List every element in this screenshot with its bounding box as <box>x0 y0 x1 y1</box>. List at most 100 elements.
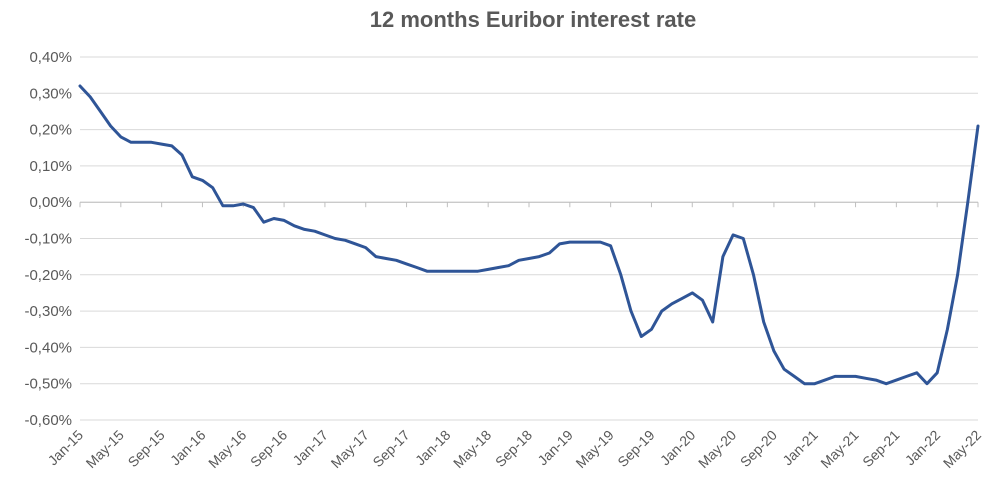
data-point <box>640 335 643 338</box>
data-point <box>456 270 459 273</box>
x-axis <box>79 201 979 208</box>
data-point <box>762 321 765 323</box>
data-point <box>599 241 602 243</box>
data-point <box>120 136 122 138</box>
x-tick-label: May-22 <box>940 427 984 471</box>
data-point <box>150 141 153 144</box>
data-point <box>354 243 357 245</box>
x-tick-label: May-19 <box>572 427 616 471</box>
data-point <box>181 154 183 156</box>
data-point <box>946 328 949 331</box>
data-point <box>936 372 938 374</box>
x-tick-label: Sep-16 <box>247 427 290 470</box>
data-point <box>956 274 959 276</box>
y-tick-label: 0,30% <box>29 85 72 102</box>
data-point <box>885 382 887 385</box>
data-point <box>160 143 163 145</box>
data-point <box>99 110 102 113</box>
y-tick-label: 0,20% <box>29 122 72 139</box>
data-point <box>650 328 653 331</box>
data-point <box>977 125 979 127</box>
x-tick-label: Jan-16 <box>167 427 209 469</box>
data-point <box>467 270 469 273</box>
data-point <box>262 221 265 223</box>
x-tick-label: May-16 <box>205 427 249 471</box>
y-tick-label: -0,20% <box>24 267 72 284</box>
x-tick-label: Sep-17 <box>369 427 412 470</box>
x-tick-label: May-21 <box>817 427 861 471</box>
data-point <box>558 243 561 245</box>
data-point <box>701 299 704 302</box>
data-point <box>283 219 285 222</box>
data-point <box>405 263 408 265</box>
data-point <box>109 125 112 127</box>
data-point <box>660 310 663 312</box>
data-point <box>671 303 673 305</box>
data-point <box>824 379 826 381</box>
data-point <box>201 179 204 182</box>
data-point <box>89 96 91 98</box>
y-tick-label: 0,40% <box>29 49 72 66</box>
x-tick-label: Jan-15 <box>45 427 87 469</box>
data-point <box>722 255 724 258</box>
series-group <box>78 84 980 386</box>
y-axis-ticks: 0,40% 0,30% 0,20% 0,10% 0,00% -0,10% -0,20% -0,… <box>24 49 72 429</box>
x-tick-label: May-18 <box>450 427 494 471</box>
data-point <box>375 255 377 258</box>
data-point <box>518 259 520 262</box>
euribor-series-line <box>78 84 980 386</box>
data-point <box>313 230 316 232</box>
data-point <box>895 379 898 381</box>
chart-title: 12 months Euribor interest rate <box>370 7 696 32</box>
y-tick-label: -0,50% <box>24 376 72 393</box>
data-point <box>364 246 367 249</box>
data-point <box>834 375 836 378</box>
data-point <box>691 292 694 294</box>
data-point <box>854 375 857 378</box>
data-point <box>620 274 622 276</box>
x-tick-label: Sep-21 <box>859 427 902 470</box>
x-tick-label: May-15 <box>83 427 127 471</box>
data-point <box>569 241 571 243</box>
data-point <box>130 141 132 144</box>
data-point <box>875 379 877 381</box>
data-point <box>211 186 214 189</box>
data-point <box>242 203 245 205</box>
data-point <box>548 252 551 254</box>
data-point <box>609 245 612 247</box>
data-point <box>905 375 908 378</box>
x-tick-label: May-17 <box>328 427 372 471</box>
y-tick-label: -0,10% <box>24 231 72 248</box>
data-point <box>967 201 969 203</box>
data-point <box>844 375 847 378</box>
data-point <box>252 206 255 209</box>
data-point <box>865 377 867 380</box>
x-tick-label: Jan-21 <box>779 427 821 469</box>
data-point <box>803 382 806 385</box>
data-point <box>426 270 428 273</box>
x-tick-label: Sep-20 <box>737 427 780 470</box>
x-tick-label: Sep-15 <box>125 427 168 470</box>
x-tick-label: Jan-17 <box>289 427 331 469</box>
data-point <box>293 225 296 227</box>
data-point <box>487 268 490 271</box>
data-point <box>589 241 591 243</box>
data-point <box>416 266 418 269</box>
x-tick-label: Jan-20 <box>657 427 699 469</box>
data-point <box>344 239 347 242</box>
data-point <box>79 85 81 87</box>
x-tick-label: May-20 <box>695 427 739 471</box>
data-point <box>446 270 449 273</box>
data-point <box>732 234 734 236</box>
x-tick-label: Jan-19 <box>534 427 576 469</box>
y-tick-label: -0,30% <box>24 303 72 320</box>
data-point <box>711 321 714 323</box>
data-point <box>538 255 540 258</box>
data-point <box>579 241 581 243</box>
data-point <box>507 264 510 267</box>
data-point <box>232 205 234 207</box>
y-tick-label: 0,00% <box>29 194 72 211</box>
data-point <box>916 372 918 374</box>
